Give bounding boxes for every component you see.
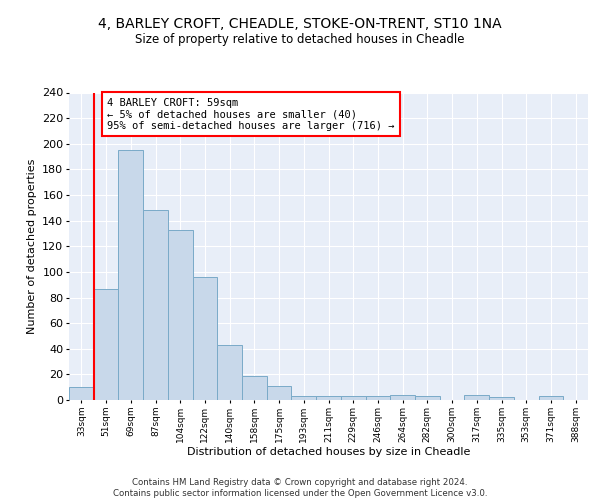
Bar <box>193 277 217 400</box>
Bar <box>341 396 365 400</box>
Bar <box>292 396 316 400</box>
Bar <box>390 395 415 400</box>
Bar <box>242 376 267 400</box>
Bar <box>489 398 514 400</box>
Bar <box>316 396 341 400</box>
Bar <box>94 288 118 400</box>
Bar <box>539 396 563 400</box>
Bar <box>267 386 292 400</box>
Bar <box>415 396 440 400</box>
Bar <box>143 210 168 400</box>
Text: Size of property relative to detached houses in Cheadle: Size of property relative to detached ho… <box>135 32 465 46</box>
Bar <box>69 387 94 400</box>
Bar <box>217 345 242 400</box>
X-axis label: Distribution of detached houses by size in Cheadle: Distribution of detached houses by size … <box>187 448 470 458</box>
Y-axis label: Number of detached properties: Number of detached properties <box>26 158 37 334</box>
Bar <box>118 150 143 400</box>
Bar <box>464 395 489 400</box>
Text: 4, BARLEY CROFT, CHEADLE, STOKE-ON-TRENT, ST10 1NA: 4, BARLEY CROFT, CHEADLE, STOKE-ON-TRENT… <box>98 18 502 32</box>
Text: Contains HM Land Registry data © Crown copyright and database right 2024.
Contai: Contains HM Land Registry data © Crown c… <box>113 478 487 498</box>
Bar <box>365 396 390 400</box>
Text: 4 BARLEY CROFT: 59sqm
← 5% of detached houses are smaller (40)
95% of semi-detac: 4 BARLEY CROFT: 59sqm ← 5% of detached h… <box>107 98 395 131</box>
Bar <box>168 230 193 400</box>
